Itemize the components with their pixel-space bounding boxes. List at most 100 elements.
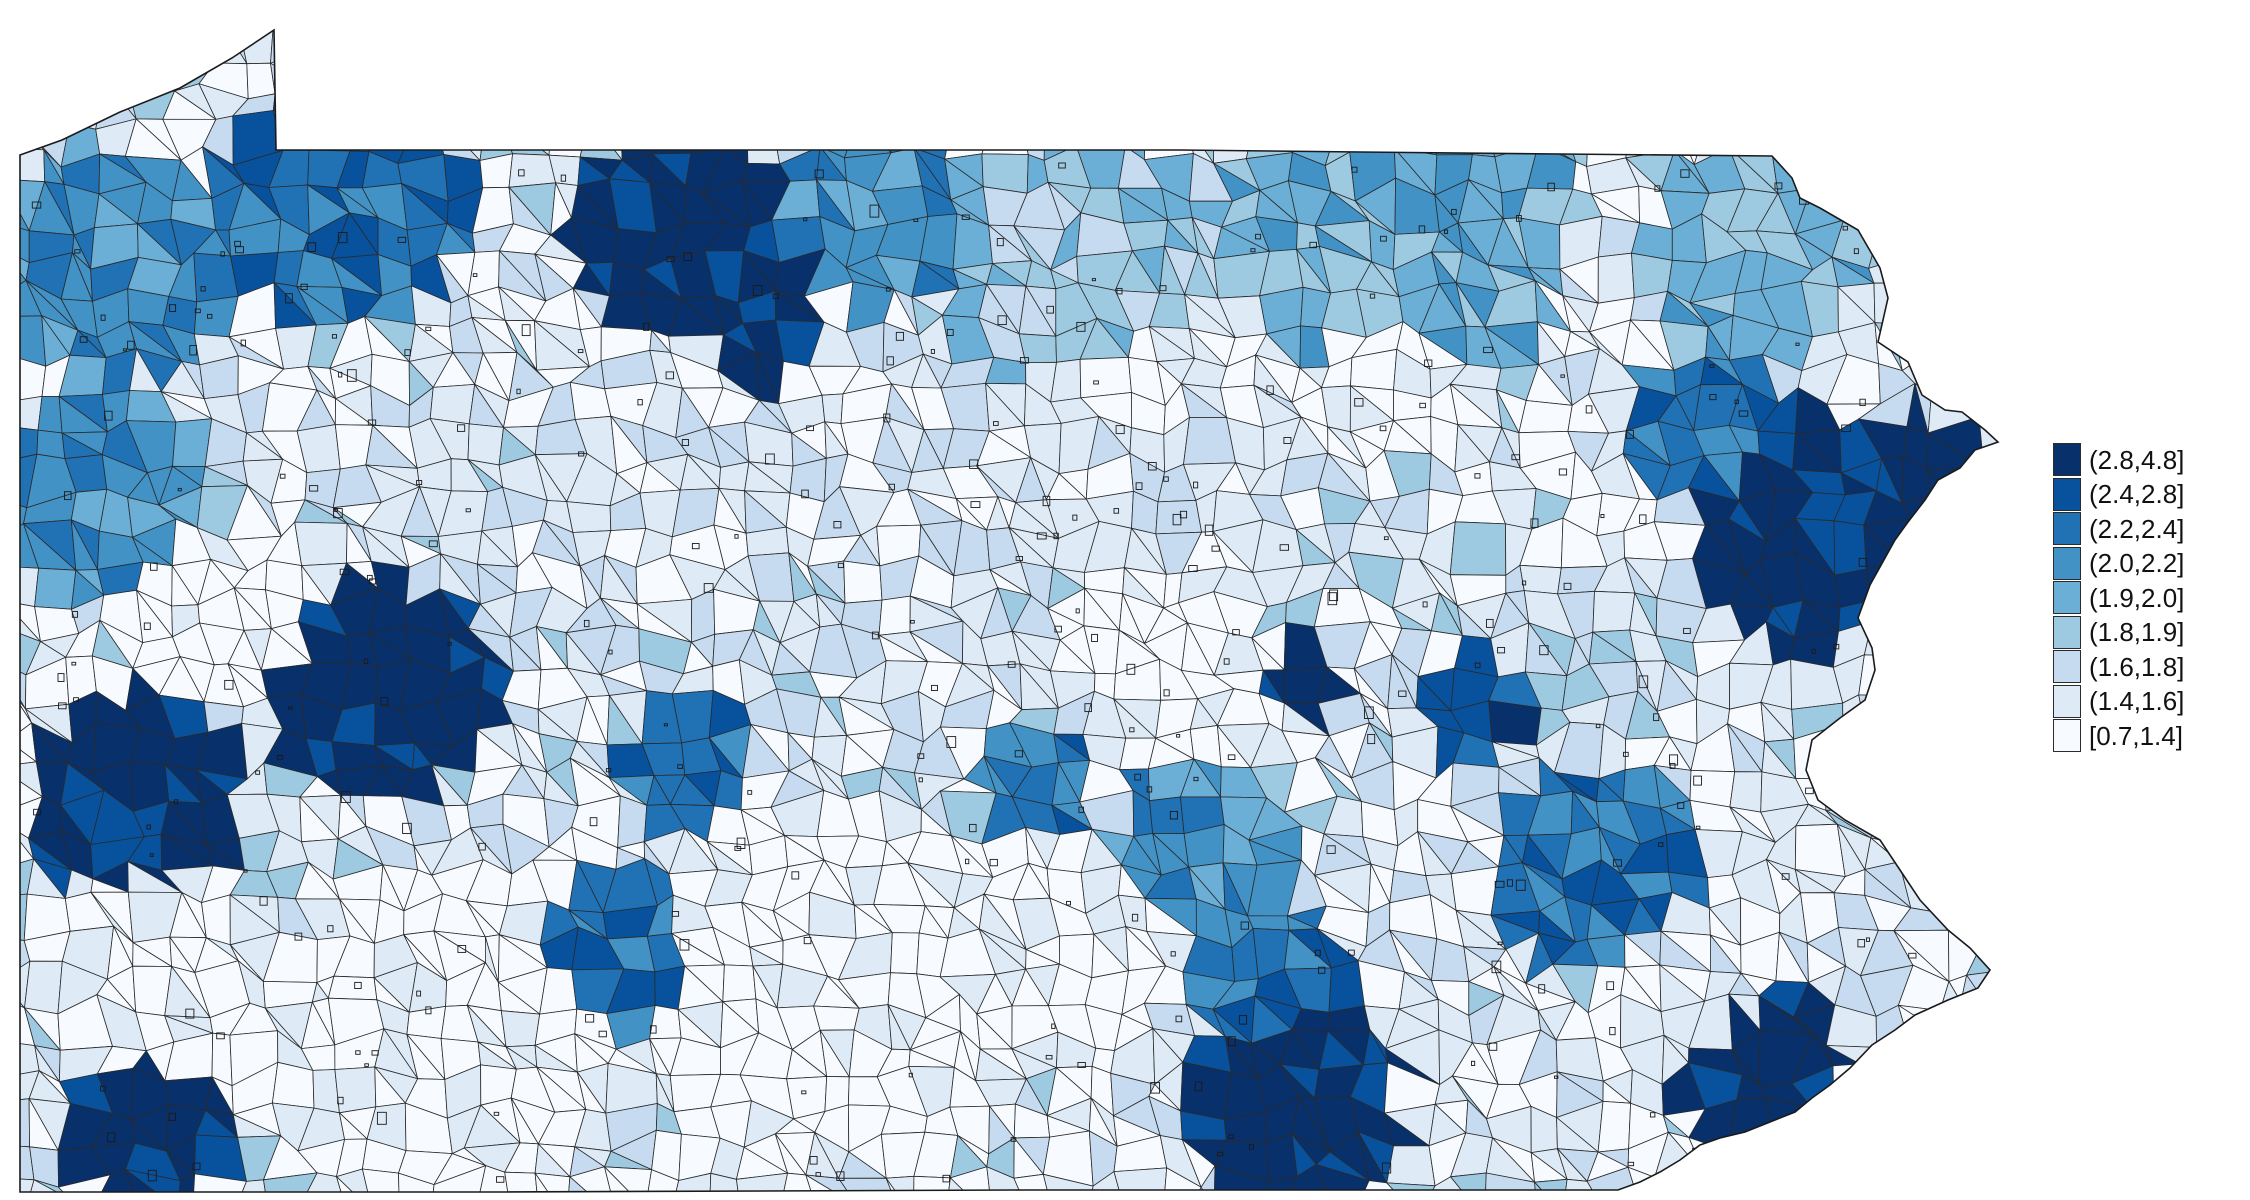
municipality-cell bbox=[1486, 131, 1539, 145]
municipality-cell bbox=[1215, 49, 1265, 85]
borough-outline bbox=[1516, 215, 1522, 222]
municipality-cell bbox=[1042, 1173, 1094, 1192]
borough-outline bbox=[173, 799, 179, 805]
municipality-cell bbox=[878, 595, 911, 636]
borough-outline bbox=[1653, 713, 1660, 722]
borough-outline bbox=[71, 611, 78, 618]
municipality-cell bbox=[1873, 48, 1894, 95]
municipality-cell bbox=[1861, 1134, 1917, 1180]
borough-outline bbox=[993, 421, 999, 426]
municipality-cell bbox=[1929, 1169, 1985, 1192]
borough-outline bbox=[1738, 410, 1749, 417]
municipality-cell bbox=[1354, 77, 1394, 135]
borough-outline bbox=[1240, 921, 1249, 930]
borough-outline bbox=[803, 936, 812, 945]
municipality-cell bbox=[1506, 30, 1530, 54]
borough-outline bbox=[1354, 398, 1364, 407]
borough-outline bbox=[871, 631, 879, 640]
borough-outline bbox=[1669, 754, 1679, 766]
municipality-cell bbox=[1867, 1115, 1917, 1139]
legend-label: (1.6,1.8] bbox=[2089, 651, 2185, 682]
municipality-cell bbox=[40, 55, 81, 86]
municipality-cell bbox=[1798, 30, 1845, 59]
municipality-cell bbox=[1294, 45, 1321, 84]
legend-swatch bbox=[2053, 719, 2081, 752]
municipality-cell bbox=[669, 30, 707, 63]
municipality-cell bbox=[848, 30, 874, 57]
municipality-cell bbox=[1964, 213, 1998, 256]
borough-outline bbox=[1900, 778, 1909, 788]
municipality-cell bbox=[743, 41, 784, 96]
municipality-cell bbox=[211, 1032, 233, 1087]
municipality-cell bbox=[1213, 1165, 1271, 1192]
borough-outline bbox=[224, 679, 234, 690]
borough-outline bbox=[259, 896, 268, 906]
borough-outline bbox=[354, 981, 362, 989]
municipality-cell bbox=[1908, 655, 1949, 699]
borough-outline bbox=[1211, 545, 1220, 552]
borough-outline bbox=[1842, 225, 1848, 231]
borough-outline bbox=[1488, 1042, 1498, 1051]
borough-outline bbox=[1129, 727, 1135, 733]
borough-outline bbox=[1444, 229, 1449, 234]
borough-outline bbox=[1238, 1015, 1248, 1025]
municipality-cell bbox=[1967, 563, 1998, 592]
borough-outline bbox=[104, 410, 113, 421]
borough-outline bbox=[1163, 476, 1169, 482]
municipality-cell bbox=[1390, 30, 1440, 54]
borough-outline bbox=[1170, 951, 1176, 957]
municipality-cell bbox=[479, 116, 514, 162]
municipality-cell bbox=[612, 30, 659, 61]
municipality-cell bbox=[1803, 1180, 1830, 1192]
borough-outline bbox=[806, 425, 814, 432]
municipality-cell bbox=[1488, 700, 1542, 746]
borough-outline bbox=[1091, 633, 1098, 642]
municipality-cell bbox=[1964, 761, 1998, 798]
municipality-cell bbox=[911, 77, 955, 115]
municipality-cell bbox=[1586, 1166, 1645, 1192]
borough-outline bbox=[895, 331, 904, 341]
borough-outline bbox=[1188, 565, 1198, 572]
borough-outline bbox=[666, 256, 675, 263]
municipality-cell bbox=[477, 30, 520, 49]
borough-outline bbox=[1146, 786, 1153, 793]
borough-outline bbox=[1889, 1078, 1899, 1085]
municipality-cell bbox=[617, 795, 648, 849]
municipality-cell bbox=[1416, 51, 1470, 95]
municipality-cell bbox=[986, 1166, 1027, 1192]
borough-outline bbox=[803, 217, 808, 222]
municipality-cell bbox=[1939, 1001, 1977, 1047]
municipality-cell bbox=[1144, 81, 1193, 129]
municipality-cell bbox=[1949, 874, 1974, 916]
municipality-cell bbox=[772, 45, 815, 96]
municipality-cell bbox=[1859, 1062, 1898, 1119]
borough-outline bbox=[31, 201, 42, 209]
borough-outline bbox=[637, 399, 643, 406]
municipality-cell bbox=[1858, 654, 1914, 697]
legend-label: (1.9,2.0] bbox=[2089, 582, 2185, 613]
municipality-cell bbox=[1562, 30, 1595, 63]
municipality-cell bbox=[1488, 51, 1519, 99]
borough-outline bbox=[1379, 425, 1387, 432]
borough-outline bbox=[1914, 249, 1919, 256]
municipality-cell bbox=[1155, 499, 1203, 535]
borough-outline bbox=[1920, 822, 1927, 829]
municipality-cell bbox=[1044, 117, 1098, 147]
municipality-cell bbox=[1964, 795, 1998, 844]
municipality-cell bbox=[1592, 53, 1639, 88]
municipality-cell bbox=[1925, 635, 1980, 665]
municipality-cell bbox=[20, 893, 28, 941]
municipality-cell bbox=[782, 30, 822, 66]
municipality-cell bbox=[1561, 30, 1595, 63]
municipality-cell bbox=[1874, 322, 1904, 372]
borough-outline bbox=[346, 369, 357, 382]
municipality-cell bbox=[1760, 1172, 1807, 1192]
municipality-cell bbox=[1801, 162, 1832, 189]
borough-outline bbox=[1585, 405, 1593, 414]
borough-outline bbox=[1474, 662, 1481, 669]
borough-outline bbox=[677, 764, 683, 769]
municipality-cell bbox=[34, 55, 81, 85]
borough-outline bbox=[1248, 1144, 1254, 1150]
borough-outline bbox=[608, 649, 613, 655]
municipality-cell bbox=[271, 1061, 315, 1109]
